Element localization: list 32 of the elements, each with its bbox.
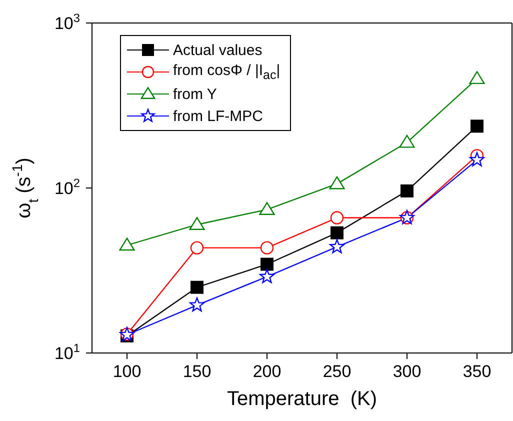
point (190, 241, 204, 254)
x-tick-label: 250 (322, 362, 352, 381)
point (260, 241, 274, 254)
x-tick-label: 350 (462, 362, 492, 381)
point (260, 268, 274, 284)
legend-label: from Y (173, 86, 217, 102)
y-tick-label: 10$^{1}$ (54, 341, 80, 363)
x-tick-label: 150 (182, 362, 212, 381)
point (470, 152, 484, 166)
point (190, 297, 204, 312)
point (260, 258, 274, 271)
legend-label: from LF-MPC (173, 108, 263, 124)
point (399, 134, 415, 148)
point (400, 184, 414, 198)
point (119, 238, 135, 251)
legend-label: Actual values (173, 42, 262, 58)
point (189, 217, 205, 230)
y-tick-label: 10$^{2}$ (54, 176, 80, 198)
point (469, 71, 485, 84)
x-tick-label: 200 (252, 362, 282, 381)
x-tick-label: 100 (112, 362, 142, 381)
point (329, 176, 345, 190)
y-tick-label: 10$^{3}$ (54, 11, 80, 33)
x-axis-title: Temperature (K) (226, 388, 378, 410)
point (470, 120, 484, 133)
point (259, 202, 275, 215)
point (190, 280, 204, 294)
point (330, 211, 344, 224)
x-tick-label: 300 (392, 362, 422, 381)
legend-label: from cosΦ / |I$_{ac}$| (173, 62, 280, 82)
point (330, 226, 344, 240)
point (330, 239, 344, 254)
